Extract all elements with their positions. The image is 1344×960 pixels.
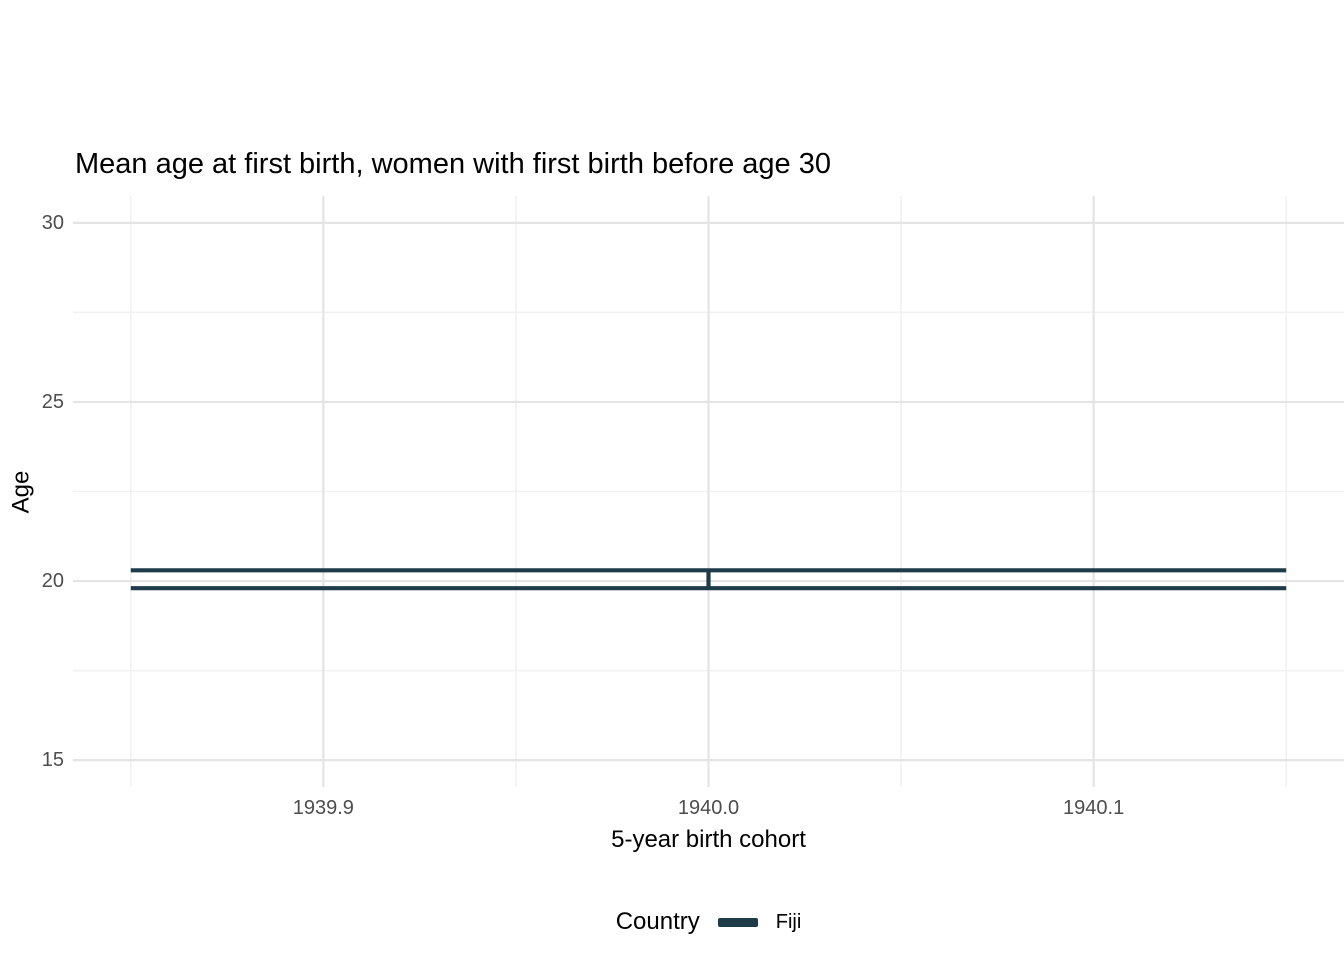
y-axis-title: Age — [7, 470, 35, 513]
chart-area — [73, 196, 1344, 787]
y-tick-label: 25 — [41, 390, 64, 413]
legend-title: Country — [615, 908, 700, 935]
legend-key-line-icon — [717, 917, 758, 927]
plot-title: Mean age at first birth, women with firs… — [75, 148, 831, 180]
chart-panel — [73, 196, 1344, 787]
x-tick-label: 1940.0 — [677, 797, 740, 819]
y-axis-title-container: Age — [4, 196, 38, 787]
y-tick-label: 20 — [41, 570, 64, 593]
legend: Country Fiji — [73, 903, 1344, 941]
y-tick-label: 30 — [41, 211, 64, 234]
x-tick-label: 1939.9 — [292, 797, 354, 819]
x-tick-label: 1940.1 — [1063, 797, 1125, 819]
x-axis-title: 5-year birth cohort — [611, 826, 806, 853]
y-tick-label: 15 — [41, 749, 64, 772]
legend-label-fiji: Fiji — [775, 910, 802, 933]
